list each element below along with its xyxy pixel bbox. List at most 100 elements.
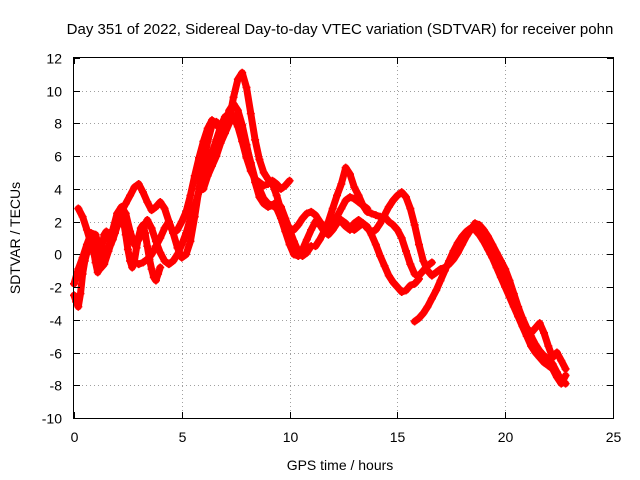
data-point — [552, 348, 561, 357]
axis-ticks: 0 5 10 15 20 25 -10 -8 -6 -4 -2 0 2 4 6 8 10 12 — [42, 51, 622, 446]
data-point — [307, 207, 316, 216]
y-tick-label: -4 — [50, 313, 63, 329]
data-point — [492, 263, 501, 272]
data-point — [151, 242, 160, 251]
data-point — [483, 232, 492, 241]
data-point — [95, 265, 104, 274]
data-point — [371, 240, 380, 249]
data-point — [345, 170, 354, 179]
data-point — [156, 248, 165, 257]
data-point — [350, 219, 359, 228]
data-point — [130, 183, 139, 192]
data-point — [190, 171, 199, 180]
data-point — [289, 225, 298, 234]
data-point — [406, 260, 415, 269]
data-point — [410, 279, 419, 288]
data-point — [363, 224, 372, 233]
data-point — [87, 240, 96, 249]
data-point — [552, 368, 561, 377]
data-point — [242, 83, 251, 92]
data-point — [302, 235, 311, 244]
data-point — [397, 288, 406, 296]
data-point — [315, 220, 324, 229]
data-point — [380, 261, 389, 270]
data-point — [393, 283, 402, 292]
data-point — [384, 271, 393, 280]
data-point — [117, 207, 126, 216]
data-point — [138, 258, 147, 267]
data-point — [294, 252, 303, 260]
data-point — [126, 191, 135, 200]
data-point — [285, 176, 294, 185]
data-point — [337, 204, 346, 213]
data-point — [410, 220, 419, 229]
data-point — [186, 191, 195, 200]
data-point — [540, 328, 549, 337]
data-point — [440, 266, 449, 275]
data-point — [229, 111, 238, 120]
data-point — [113, 220, 122, 229]
data-point — [190, 212, 199, 221]
data-point — [82, 225, 91, 234]
data-point — [134, 180, 143, 188]
data-point — [143, 216, 152, 224]
data-point — [427, 294, 436, 303]
data-point — [501, 265, 510, 274]
data-point — [410, 270, 419, 278]
x-tick-label: 10 — [283, 429, 299, 445]
y-tick-label: -8 — [50, 378, 63, 394]
y-tick-label: 4 — [54, 182, 62, 198]
data-point — [233, 106, 242, 115]
data-point — [143, 242, 152, 251]
data-point — [462, 230, 471, 239]
data-point — [216, 139, 225, 148]
data-point — [436, 276, 445, 285]
data-point — [311, 217, 320, 226]
data-point — [389, 220, 398, 229]
data-point — [492, 248, 501, 257]
data-point — [406, 204, 415, 213]
data-point — [294, 220, 303, 229]
data-point — [341, 163, 350, 172]
data-point — [311, 242, 320, 251]
data-series — [70, 68, 570, 388]
data-point — [389, 196, 398, 205]
data-point — [255, 155, 264, 164]
data-point — [78, 212, 87, 221]
data-point — [535, 346, 544, 355]
data-point — [414, 240, 423, 249]
data-point — [298, 245, 307, 254]
data-point — [108, 234, 117, 242]
data-point — [272, 204, 281, 213]
data-point — [143, 198, 152, 206]
data-point — [173, 243, 182, 252]
data-point — [182, 250, 191, 259]
y-tick-label: 0 — [54, 247, 62, 263]
data-point — [272, 191, 281, 200]
data-point — [423, 266, 432, 275]
data-point — [276, 184, 285, 193]
data-point — [402, 286, 411, 295]
x-tick-label: 15 — [390, 429, 406, 445]
data-point — [302, 209, 311, 218]
data-point — [169, 256, 178, 265]
data-point — [251, 135, 260, 144]
data-point — [91, 255, 100, 264]
data-point — [445, 256, 454, 265]
y-tick-label: 12 — [46, 51, 62, 67]
data-point — [341, 196, 350, 205]
data-point — [74, 302, 83, 311]
data-point — [419, 309, 428, 318]
data-point — [410, 317, 419, 326]
data-point — [367, 209, 376, 218]
data-point — [281, 227, 290, 236]
data-point — [320, 229, 329, 238]
data-point — [246, 158, 255, 167]
data-point — [134, 260, 143, 269]
data-point — [264, 175, 273, 184]
data-point — [259, 194, 268, 203]
data-point — [74, 204, 83, 213]
y-tick-label: -2 — [50, 280, 63, 296]
data-point — [376, 252, 385, 260]
data-point — [307, 225, 316, 234]
